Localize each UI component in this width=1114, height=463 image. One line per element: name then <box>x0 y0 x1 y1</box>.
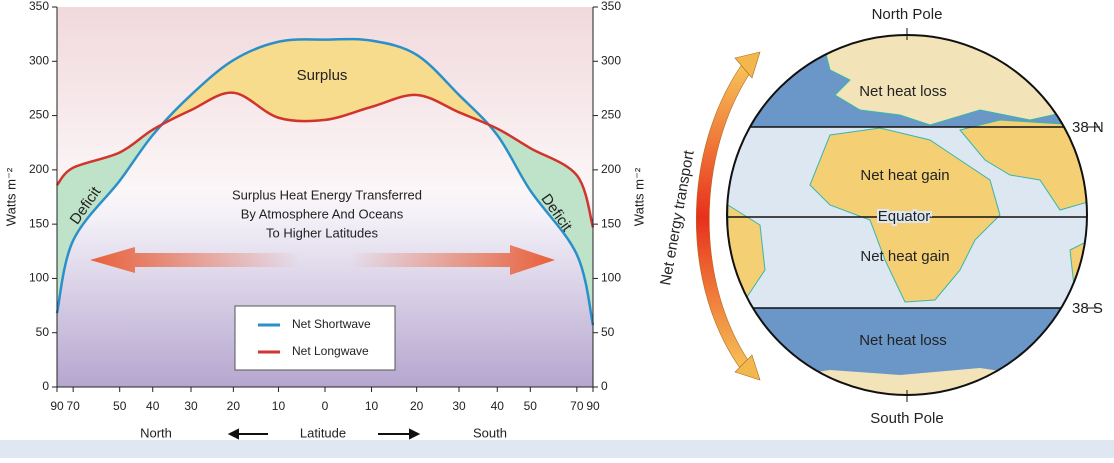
y2-tick-label: 250 <box>601 108 621 122</box>
x-axis-label: Latitude <box>300 425 346 440</box>
y2-tick-label: 50 <box>601 325 615 339</box>
y-tick-label: 100 <box>29 271 49 285</box>
zone-label: Net heat loss <box>859 83 947 100</box>
x-tick-label: 20 <box>227 399 241 413</box>
x-left-label: North <box>140 425 172 440</box>
y-tick-label: 300 <box>29 53 49 67</box>
y2-tick-label: 0 <box>601 379 608 393</box>
y2-tick-label: 150 <box>601 216 621 230</box>
north-pole: North Pole <box>872 6 943 23</box>
x-tick-label: 10 <box>272 399 286 413</box>
x-tick-label: 20 <box>410 399 424 413</box>
x-tick-label: 40 <box>491 399 505 413</box>
latitude-label: 38 S <box>1072 300 1103 317</box>
y-tick-label: 250 <box>29 108 49 122</box>
transfer-arrow-right <box>350 245 555 275</box>
footer-band <box>0 440 1114 458</box>
y2-tick-label: 350 <box>601 0 621 13</box>
y2-tick-label: 100 <box>601 271 621 285</box>
zone-label: Net heat gain <box>860 248 949 265</box>
x-tick-label: 50 <box>524 399 538 413</box>
annotation: To Higher Latitudes <box>266 225 379 240</box>
x-tick-label: 70 <box>66 399 80 413</box>
y-tick-label: 350 <box>29 0 49 13</box>
transfer-arrow-left <box>90 247 300 273</box>
x-tick-label: 90 <box>50 399 64 413</box>
y-tick-label: 200 <box>29 162 49 176</box>
x-right-label: South <box>473 425 507 440</box>
zone-label: Net heat loss <box>859 332 947 349</box>
y-tick-label: 0 <box>42 379 49 393</box>
annotation: Surplus Heat Energy Transferred <box>232 187 422 202</box>
x-tick-label: 30 <box>184 399 198 413</box>
transport-label: Net energy transport <box>657 148 698 286</box>
transport-arrowheads <box>734 51 761 381</box>
x-tick-label: 50 <box>113 399 127 413</box>
y2-tick-label: 300 <box>601 53 621 67</box>
annotation: By Atmosphere And Oceans <box>241 206 404 221</box>
x-tick-label: 70 <box>570 399 584 413</box>
legend <box>234 305 396 371</box>
y2-axis-label: Watts m⁻² <box>631 167 646 226</box>
x-tick-label: 30 <box>452 399 466 413</box>
x-tick-label: 0 <box>322 399 329 413</box>
y2-tick-label: 200 <box>601 162 621 176</box>
y-axis-label: Watts m⁻² <box>3 167 18 226</box>
south-pole: South Pole <box>870 410 943 427</box>
line-series <box>55 37 595 326</box>
x-tick-label: 40 <box>146 399 160 413</box>
y-tick-label: 150 <box>29 216 49 230</box>
x-tick-label: 10 <box>365 399 379 413</box>
zone-label: Net heat gain <box>860 167 949 184</box>
x-direction-arrows <box>227 428 421 440</box>
legend-label: Net Shortwave <box>292 317 371 331</box>
surplus-label: Surplus <box>297 67 348 84</box>
y-tick-label: 50 <box>36 325 50 339</box>
latitude-label: 38 N <box>1072 119 1104 136</box>
equator-label: Equator <box>878 208 931 225</box>
line-series <box>56 91 595 228</box>
legend-label: Net Longwave <box>292 344 369 358</box>
x-tick-label: 90 <box>586 399 600 413</box>
